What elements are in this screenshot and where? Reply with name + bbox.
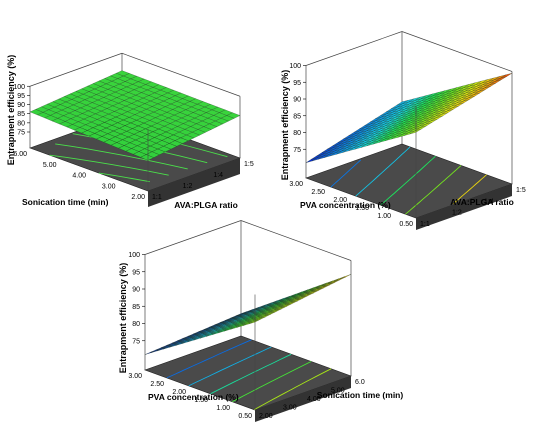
- z-tick-label: 90: [132, 287, 140, 294]
- x-axis-title: AVA:PLGA ratio: [174, 200, 238, 210]
- y-tick-label: 1.00: [216, 405, 230, 412]
- y-tick-label: 4.00: [72, 173, 86, 180]
- x-tick-label: 1:5: [244, 161, 254, 168]
- y-tick-label: 6.00: [13, 151, 27, 158]
- y-tick-label: 3.00: [289, 181, 303, 188]
- x-tick-label: 6.0: [355, 379, 365, 386]
- x-tick-label: 4.00: [307, 396, 321, 403]
- y-tick-label: 3.00: [102, 183, 116, 190]
- y-tick-label: 5.00: [43, 162, 57, 169]
- response-surface: [305, 73, 513, 163]
- y-axis-title: PVA concentration (%): [148, 392, 239, 402]
- z-tick-label: 80: [293, 130, 301, 137]
- z-axis-title: Entrapment efficiency (%): [6, 55, 16, 166]
- x-tick-label: 1:1: [420, 221, 430, 228]
- response-surface-plot-2: 75 80 85 90 95 100 1:1 1:2 1:4 1:5 0.50 1.00 1.50 2.0…: [280, 31, 526, 230]
- x-axis-ticks: 1:1 1:2 1:4 1:5: [152, 161, 254, 201]
- y-axis-title: Sonication time (min): [22, 197, 109, 207]
- z-axis-title: Entrapment efficiency (%): [118, 263, 128, 374]
- x-axis-title: Sonication time (min): [317, 390, 404, 400]
- z-axis-ticks: 75 80 85 90 95 100: [289, 63, 306, 154]
- surface-cell: [339, 274, 352, 280]
- floor-plane: [305, 143, 513, 230]
- response-surface-plot-3: 75 80 85 90 95 100 2.00 3.00 4.00 5.00 6.0 0.50 1.00…: [118, 220, 404, 422]
- x-tick-label: 1:2: [183, 183, 193, 190]
- y-axis-ticks: 2.00 3.00 4.00 5.00 6.00: [13, 151, 145, 201]
- z-tick-label: 85: [293, 113, 301, 120]
- z-tick-label: 95: [293, 80, 301, 87]
- response-surface: [29, 70, 241, 161]
- plot-frame: [144, 220, 352, 376]
- y-tick-label: 2.00: [333, 197, 347, 204]
- y-tick-label: 1.50: [355, 205, 369, 212]
- surface-cell: [500, 73, 513, 79]
- z-tick-label: 90: [17, 102, 25, 109]
- y-tick-label: 0.50: [399, 221, 413, 228]
- z-tick-label: 85: [132, 304, 140, 311]
- x-tick-label: 1:1: [152, 194, 162, 201]
- z-tick-label: 95: [132, 269, 140, 276]
- y-tick-label: 2.50: [311, 189, 325, 196]
- y-axis-ticks: 0.50 1.00 1.50 2.00 2.50 3.00: [289, 181, 413, 228]
- z-tick-label: 80: [17, 120, 25, 127]
- z-tick-label: 80: [132, 321, 140, 328]
- z-tick-label: 75: [293, 147, 301, 154]
- floor-plane: [144, 335, 352, 422]
- y-tick-label: 2.00: [131, 194, 145, 201]
- x-tick-label: 1:5: [516, 187, 526, 194]
- x-axis-ticks: 2.00 3.00 4.00 5.00 6.0: [259, 379, 365, 420]
- plot-frame: [305, 31, 513, 184]
- z-tick-label: 100: [128, 252, 140, 259]
- z-tick-label: 95: [17, 93, 25, 100]
- z-tick-label: 85: [17, 111, 25, 118]
- z-tick-label: 90: [293, 97, 301, 104]
- y-axis-ticks: 0.50 1.00 1.50 2.00 2.50 3.00: [128, 373, 252, 420]
- y-tick-label: 2.00: [172, 389, 186, 396]
- z-tick-label: 100: [289, 63, 301, 70]
- x-tick-label: 1:4: [213, 172, 223, 179]
- z-tick-label: 75: [17, 130, 25, 137]
- x-tick-label: 1:4: [484, 198, 494, 205]
- x-tick-label: 1:2: [452, 210, 462, 217]
- x-axis-title: AVA:PLGA ratio: [450, 197, 514, 207]
- surface-cell: [226, 112, 241, 119]
- z-tick-label: 100: [13, 84, 25, 91]
- x-tick-label: 2.00: [259, 413, 273, 420]
- z-axis-title: Entrapment efficiency (%): [280, 70, 290, 181]
- y-tick-label: 3.00: [128, 373, 142, 380]
- y-tick-label: 1.00: [377, 213, 391, 220]
- z-axis-ticks: 75 80 85 90 95 100: [128, 252, 145, 345]
- x-axis-ticks: 1:1 1:2 1:4 1:5: [420, 187, 526, 228]
- response-surface: [144, 274, 352, 355]
- y-tick-label: 2.50: [150, 381, 164, 388]
- response-surface-plot-1: 75 80 85 90 95 100 1:1 1:2 1:4 1:5 2.00 3.00 4.00 5.0…: [6, 52, 254, 210]
- y-tick-label: 0.50: [238, 413, 252, 420]
- x-tick-label: 3.00: [283, 405, 297, 412]
- y-axis-title: PVA concentration (%): [300, 200, 391, 210]
- z-axis-ticks: 75 80 85 90 95 100: [13, 84, 30, 137]
- y-tick-label: 1.50: [194, 397, 208, 404]
- z-tick-label: 75: [132, 338, 140, 345]
- x-tick-label: 5.00: [331, 388, 345, 395]
